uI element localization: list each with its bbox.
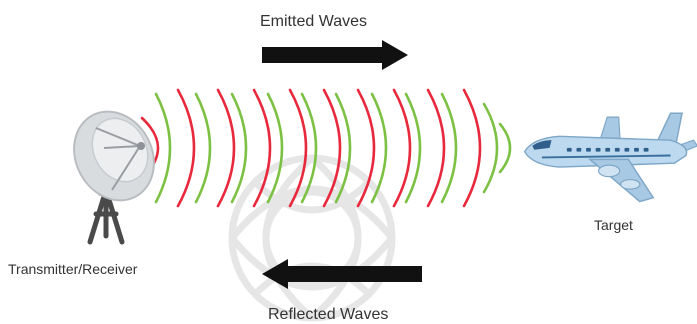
reflected-wave-arc [404, 92, 422, 204]
emitted-wave-arc [356, 88, 376, 208]
emitted-wave-arc [462, 88, 482, 208]
emitted-wave-arc [216, 88, 236, 208]
reflected-wave-arc [266, 92, 284, 204]
reflected-wave-arc [300, 92, 318, 204]
reflected-wave-arc [370, 92, 388, 204]
emitted-wave-arc [322, 88, 342, 208]
watermark-ornament [228, 154, 396, 322]
target-label: Target [594, 217, 633, 233]
emitted-wave-arc [176, 88, 196, 208]
reflected-wave-arc [194, 92, 212, 204]
reflected-wave-arc [498, 122, 512, 174]
emitted-wave-arc [252, 88, 272, 208]
emitted-wave-arc [426, 88, 446, 208]
emitted-wave-arc [288, 88, 308, 208]
emitted-arrow-icon [262, 40, 408, 70]
reflected-wave-arc [230, 92, 248, 204]
reflected-arrow-icon [262, 259, 422, 289]
reflected-wave-arc [482, 102, 499, 194]
reflected-waves-label: Reflected Waves [268, 306, 389, 323]
wave-arcs [140, 88, 512, 208]
airplane-icon [523, 112, 697, 203]
emitted-wave-arc [392, 88, 412, 208]
reflected-wave-arc [154, 92, 172, 204]
reflected-wave-arc [440, 92, 458, 204]
radar-dish-icon [73, 110, 155, 245]
transmitter-receiver-label: Transmitter/Receiver [8, 261, 138, 277]
emitted-waves-label: Emitted Waves [260, 13, 367, 30]
reflected-wave-arc [334, 92, 352, 204]
